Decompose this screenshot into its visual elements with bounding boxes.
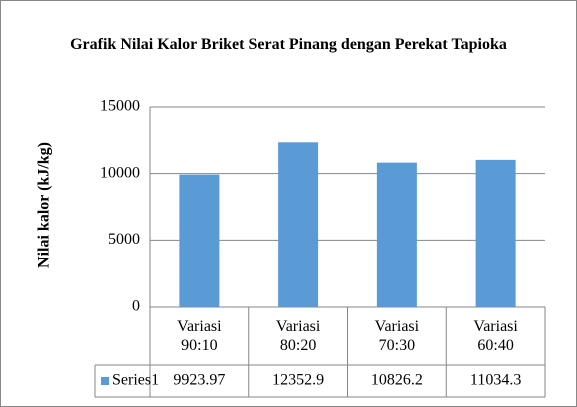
bar	[376, 162, 417, 307]
data-table-value: 11034.3	[470, 372, 521, 389]
x-tick-label: Variasi 80:20	[275, 318, 321, 354]
x-tick-label: Variasi 70:30	[374, 318, 420, 354]
data-table-value: 12352.9	[272, 372, 324, 389]
bar	[475, 159, 516, 307]
bar	[278, 142, 319, 307]
y-tick-label: 10000	[100, 164, 140, 181]
bar	[179, 174, 220, 307]
legend-label: Series1	[112, 372, 159, 389]
y-axis-label: Nilai kalor (kJ/kg)	[36, 142, 53, 268]
x-tick-label: Variasi 90:10	[177, 318, 222, 354]
x-tick-label: Variasi 60:40	[473, 318, 518, 354]
data-table-value: 9923.97	[173, 372, 225, 389]
y-tick-label: 5000	[108, 231, 140, 248]
y-tick-label: 15000	[100, 98, 140, 115]
chart-title: Grafik Nilai Kalor Briket Serat Pinang d…	[70, 35, 507, 53]
y-tick-label: 0	[132, 298, 140, 315]
data-table-value: 10826.2	[371, 372, 423, 389]
legend-key	[101, 377, 109, 385]
